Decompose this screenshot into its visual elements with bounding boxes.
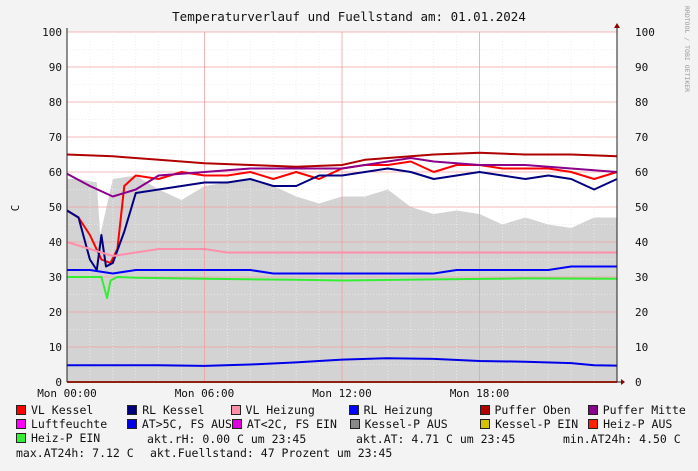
y-tick-label-right: 80: [635, 96, 648, 109]
legend-label: VL Kessel: [31, 403, 94, 417]
legend-row: VL Kessel RL Kessel VL Heizung RL Heizung Pu…: [16, 403, 696, 417]
series-heiz-p-ein: [67, 276, 618, 299]
y-tick-label: 40: [49, 236, 62, 249]
y-tick-label-right: 30: [635, 271, 648, 284]
y-axis-label: C: [9, 205, 22, 212]
y-tick-label: 100: [42, 26, 62, 39]
series-puffer-mitte: [66, 157, 618, 198]
y-tick-label: 60: [49, 166, 62, 179]
legend-item: AT<2C, FS EIN: [231, 417, 350, 431]
y-tick-label-right: 70: [635, 131, 648, 144]
legend-swatch: [231, 419, 242, 429]
legend-label: AT>5C, FS AUS: [141, 417, 232, 431]
legend-row: Luftfeuchte AT>5C, FS AUS AT<2C, FS EIN Kes…: [16, 417, 696, 431]
y-tick-label-right: 40: [635, 236, 648, 249]
legend-label: Puffer Mitte: [602, 403, 686, 417]
y-tick-label-right: 10: [635, 341, 648, 354]
y-tick-label-right: 60: [635, 166, 648, 179]
legend-item: Luftfeuchte: [16, 417, 127, 431]
legend-item: Puffer Oben: [479, 403, 588, 417]
y-tick-label-right: 90: [635, 61, 648, 74]
x-axis-arrow: [621, 379, 625, 385]
y-tick-label: 20: [49, 306, 62, 319]
legend-swatch: [126, 419, 137, 429]
watermark: RRDTOOL / TOBI OETIKER: [683, 6, 691, 92]
legend-label: AT<2C, FS EIN: [246, 417, 337, 431]
legend-item: VL Heizung: [230, 403, 349, 417]
stat-rh: akt.rH: 0.00 C um 23:45: [147, 432, 307, 446]
series-puffer-oben: [66, 151, 618, 168]
y-tick-label: 30: [49, 271, 62, 284]
x-tick-label: Mon 06:00: [175, 387, 235, 400]
legend-swatch: [587, 405, 598, 415]
legend-swatch: [230, 405, 241, 415]
legend-swatch: [479, 405, 490, 415]
chart-title: Temperaturverlauf und Fuellstand am: 01.…: [172, 9, 526, 24]
y-tick-label-right: 0: [635, 376, 642, 389]
legend-swatch: [16, 433, 26, 443]
legend-label: Heiz-P EIN: [31, 431, 101, 445]
y-tick-label-right: 20: [635, 306, 648, 319]
series-rl-kessel: [66, 167, 618, 271]
legend-row: Heiz-P EIN: [16, 431, 696, 445]
y-tick-label: 50: [49, 201, 62, 214]
legend-item: RL Heizung: [348, 403, 480, 417]
y-tick-label-right: 100: [635, 26, 655, 39]
legend-label: RL Heizung: [363, 403, 433, 417]
legend-swatch: [16, 419, 26, 429]
legend-label: RL Kessel: [142, 403, 205, 417]
legend-label: Puffer Oben: [494, 403, 571, 417]
legend-swatch: [348, 405, 359, 415]
legend-item: VL Kessel: [16, 403, 127, 417]
legend-item: Puffer Mitte: [587, 403, 696, 417]
y-tick-label-right: 50: [635, 201, 648, 214]
legend-label: Kessel-P AUS: [364, 417, 448, 431]
legend-label: Heiz-P AUS: [603, 417, 673, 431]
legend-swatch: [480, 419, 491, 429]
legend-swatch: [127, 405, 138, 415]
y-tick-label: 90: [49, 61, 62, 74]
legend-item: RL Kessel: [127, 403, 230, 417]
stat-fill: akt.Fuellstand: 47 Prozent um 23:45: [150, 446, 393, 460]
chart: Temperaturverlauf und Fuellstand am: 01.…: [9, 6, 691, 400]
legend-item: Heiz-P EIN: [16, 431, 136, 445]
stat-at: akt.AT: 4.71 C um 23:45: [356, 432, 516, 446]
legend-item: Heiz-P AUS: [588, 417, 696, 431]
y-tick-label: 10: [49, 341, 62, 354]
stat-max: max.AT24h: 7.12 C: [16, 446, 134, 460]
legend-label: Kessel-P EIN: [495, 417, 579, 431]
y-axis-arrow: [614, 23, 620, 28]
y-tick-label: 80: [49, 96, 62, 109]
legend-swatch: [16, 405, 26, 415]
legend-label: VL Heizung: [245, 403, 315, 417]
x-tick-label: Mon 12:00: [312, 387, 372, 400]
legend-item: Kessel-P EIN: [480, 417, 588, 431]
legend-swatch: [588, 419, 599, 429]
series-vl-heizung: [66, 241, 617, 257]
x-tick-label: Mon 18:00: [450, 387, 510, 400]
legend-swatch: [349, 419, 360, 429]
series-vl-kessel: [66, 160, 618, 264]
series-rl-heizung: [67, 265, 617, 275]
legend-item: Kessel-P AUS: [349, 417, 481, 431]
x-tick-label: Mon 00:00: [37, 387, 97, 400]
series-at-5c-fs-aus: [67, 357, 618, 367]
legend: VL Kessel RL Kessel VL Heizung RL Heizung Pu…: [16, 403, 696, 445]
legend-item: AT>5C, FS AUS: [126, 417, 232, 431]
stat-min: min.AT24h: 4.50 C: [563, 432, 681, 446]
y-tick-label: 0: [55, 376, 62, 389]
legend-label: Luftfeuchte: [31, 417, 108, 431]
y-tick-label: 70: [49, 131, 62, 144]
axis-layer: 0 0 10 10 20 20 30 30 40 40 50 50 60 60 70 70 80 80 90 90 10…: [37, 23, 655, 400]
